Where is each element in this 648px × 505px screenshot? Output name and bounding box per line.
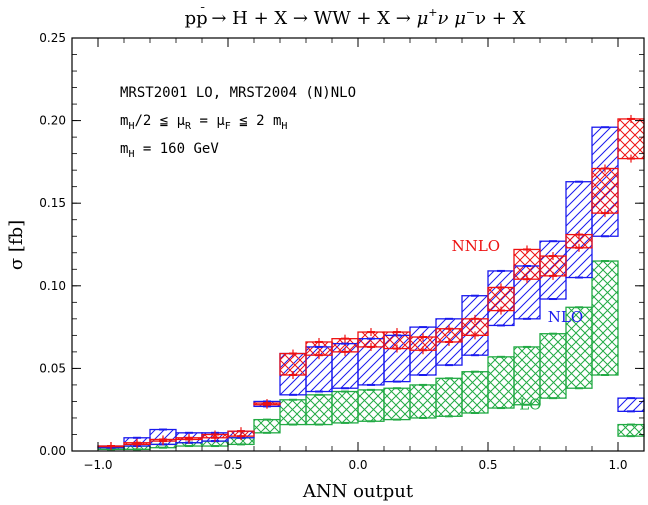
lo-band-bin [228,437,254,445]
lo-band-bin [436,378,462,417]
y-tick-label: 0.00 [39,444,66,458]
annotation-line1: MRST2001 LO, MRST2004 (N)NLO [120,85,356,101]
x-tick-label: 1.0 [608,458,627,472]
series-label-nnlo: NNLO [452,237,501,255]
annotation-line2: mH/2 ≦ μR = μF ≦ 2 mH [120,113,287,132]
bands [98,118,644,450]
lo-band-bin [176,442,202,447]
lo-band-bin [254,419,280,433]
lo-band-bin [540,333,566,399]
nnlo-band-bin [332,338,358,352]
y-tick-label: 0.05 [39,361,66,375]
nnlo-band-bin [540,256,566,276]
nnlo-band-bin [618,118,644,159]
series-label-lo: LO [519,396,541,414]
lo-band-bin [384,388,410,420]
nnlo-band-bin [592,168,618,214]
axis-ticks: −1.0 −0.5 0.0 0.5 1.0 0.00 0.05 0.10 0.15 0.20 0.2… [39,31,645,472]
chart-title: pp¯ → H + X → WW + X → μ+ν μ−ν + X [185,5,526,29]
x-tick-label: −0.5 [213,458,242,472]
x-tick-label: 0.0 [348,458,367,472]
y-axis-label: σ [fb] [6,220,27,270]
nnlo-band-bin [514,249,540,280]
annotation-line3: mH = 160 GeV [120,141,219,160]
lo-band-bin [514,346,540,405]
lo-band-bin [618,424,644,437]
nnlo-band-bin [462,318,488,336]
nnlo-band-bin [384,332,410,349]
series-labels: NNLO NLO LO [452,237,584,414]
y-tick-label: 0.15 [39,196,66,210]
x-tick-label: −1.0 [83,458,112,472]
series-label-nlo: NLO [548,308,583,326]
lo-band-bin [280,399,306,425]
y-tick-label: 0.20 [39,114,66,128]
outlines [97,114,645,451]
lo-band-bin [410,384,436,418]
lo-band-bin [306,394,332,425]
lo-band-bin [488,356,514,409]
x-tick-label: 0.5 [478,458,497,472]
y-tick-label: 0.25 [39,31,66,45]
nnlo-band-bin [566,234,592,248]
nnlo-band-bin [488,287,514,311]
lo-band-bin [332,391,358,423]
nlo-band-bin [566,181,592,278]
nnlo-band-bin [410,337,436,351]
lo-band-bin [202,441,228,447]
lo-band-bin [358,389,384,422]
lo-band-bin [566,307,592,389]
lo-band-bin [462,371,488,414]
nnlo-band-bin [436,328,462,342]
lo-band-bin [150,444,176,448]
x-axis-label: ANN output [302,481,414,502]
nlo-band-bin [618,398,644,412]
nnlo-band-bin [280,353,306,376]
lo-band-bin [592,261,618,376]
nnlo-band-bin [306,341,332,356]
y-tick-label: 0.10 [39,279,66,293]
